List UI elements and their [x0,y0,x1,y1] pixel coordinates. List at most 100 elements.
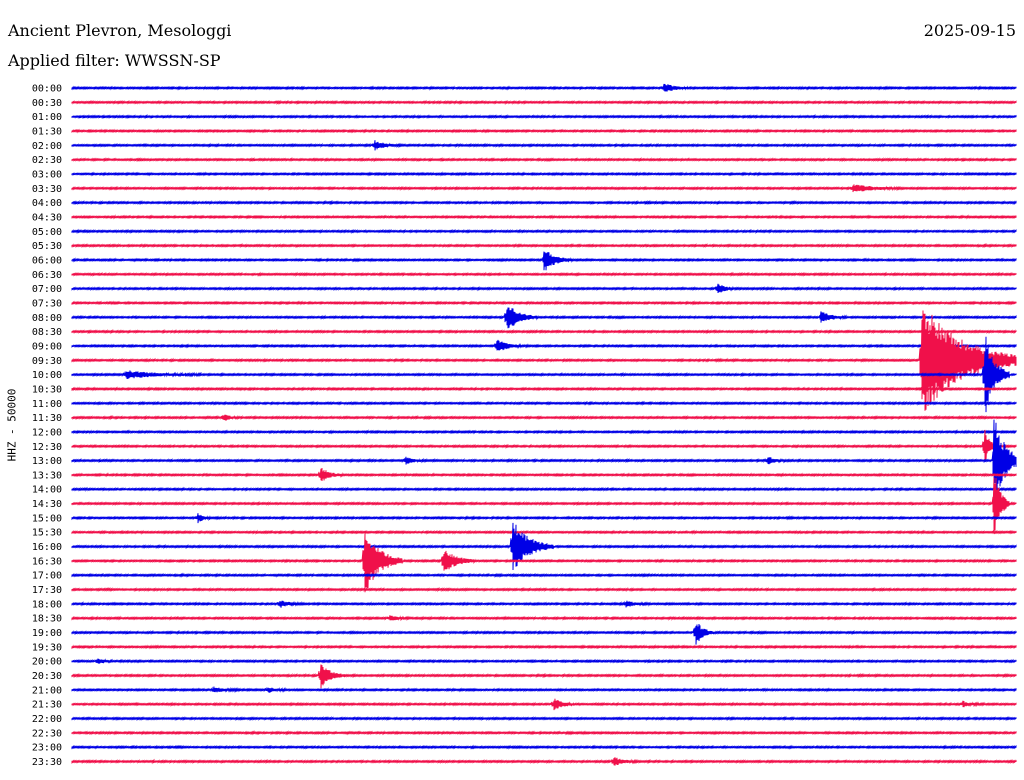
trace-row-1930 [71,644,1017,650]
trace-row-2000 [71,658,1017,664]
trace-row-2300 [71,744,1017,750]
trace-row-0030 [71,99,1017,105]
trace-row-1630 [71,533,1017,593]
trace-row-0330 [71,184,1017,193]
trace-row-1230 [71,429,1017,461]
row-time-label: 09:00 [32,341,62,352]
row-time-label: 23:30 [32,757,62,768]
trace-row-1330 [71,467,1017,481]
trace-row-0600 [71,251,1017,271]
trace-row-1100 [71,400,1017,406]
row-time-label: 21:30 [32,700,62,711]
row-time-label: 11:30 [32,413,62,424]
trace-row-2130 [71,698,1017,711]
row-time-label: 04:00 [32,198,62,209]
row-time-label: 00:00 [32,84,62,95]
row-time-label: 22:30 [32,728,62,739]
row-time-label: 07:00 [32,284,62,295]
row-time-label: 20:00 [32,657,62,668]
row-time-label: 18:30 [32,614,62,625]
row-time-label: 18:00 [32,599,62,610]
trace-row-1000 [71,336,1017,413]
row-time-label: 16:30 [32,556,62,567]
row-time-label: 21:00 [32,685,62,696]
trace-row-1200 [71,429,1017,435]
trace-row-1030 [71,386,1017,392]
trace-row-0430 [71,214,1017,220]
row-time-label: 04:30 [32,212,62,223]
row-time-label: 00:30 [32,98,62,109]
trace-row-1730 [71,586,1017,593]
trace-row-0630 [71,271,1017,278]
row-time-label: 06:30 [32,270,62,281]
trace-row-1300 [71,419,1017,493]
filter-label: Applied filter: WWSSN-SP [8,51,221,70]
trace-row-1500 [71,513,1017,524]
trace-row-0730 [71,300,1017,306]
trace-row-2030 [71,664,1017,689]
row-time-label: 08:30 [32,327,62,338]
trace-row-2100 [71,686,1017,693]
row-time-label: 08:00 [32,313,62,324]
trace-row-0530 [71,242,1017,249]
trace-row-2330 [71,757,1017,766]
row-time-label: 19:00 [32,628,62,639]
trace-row-1600 [71,522,1017,571]
trace-row-1430 [71,477,1017,534]
row-time-label: 14:00 [32,485,62,496]
row-time-label: 10:00 [32,370,62,381]
row-time-label: 17:30 [32,585,62,596]
row-time-label: 01:00 [32,112,62,123]
row-time-label: 15:30 [32,528,62,539]
trace-row-1900 [71,623,1017,645]
row-time-label: 07:30 [32,298,62,309]
row-time-label: 16:00 [32,542,62,553]
trace-row-0400 [71,199,1017,206]
trace-row-0800 [71,307,1017,329]
row-time-label: 06:00 [32,255,62,266]
trace-row-0500 [71,228,1017,234]
trace-row-1700 [71,572,1017,578]
row-time-label: 03:30 [32,184,62,195]
date-label: 2025-09-15 [923,21,1016,40]
trace-row-0230 [71,157,1017,163]
row-time-label: 10:30 [32,384,62,395]
row-time-label: 15:00 [32,513,62,524]
row-time-label: 13:30 [32,470,62,481]
trace-row-1830 [71,615,1017,622]
row-time-label: 01:30 [32,126,62,137]
row-time-label: 02:30 [32,155,62,166]
trace-row-0100 [71,113,1017,120]
row-time-label: 12:30 [32,442,62,453]
row-time-label: 02:00 [32,141,62,152]
trace-row-0000 [71,83,1017,92]
trace-row-0830 [71,328,1017,335]
row-time-label: 05:00 [32,227,62,238]
row-time-label: 03:00 [32,169,62,180]
row-time-label: 11:00 [32,399,62,410]
row-time-label: 23:00 [32,743,62,754]
trace-row-0200 [71,140,1017,151]
station-title: Ancient Plevron, Mesologgi [8,21,232,40]
row-time-label: 13:00 [32,456,62,467]
trace-row-0130 [71,128,1017,134]
row-time-label: 05:30 [32,241,62,252]
trace-row-1130 [71,414,1017,421]
trace-row-0700 [71,283,1017,294]
trace-row-0900 [71,339,1017,351]
trace-row-1800 [71,600,1017,608]
row-time-label: 12:00 [32,427,62,438]
trace-row-0300 [71,171,1017,177]
trace-row-2200 [71,715,1017,722]
row-time-label: 22:00 [32,714,62,725]
trace-row-2230 [71,730,1017,736]
row-time-label: 17:00 [32,571,62,582]
row-time-label: 19:30 [32,642,62,653]
trace-row-1400 [71,486,1017,492]
row-time-label: 09:30 [32,356,62,367]
trace-row-1530 [71,529,1017,535]
row-time-label: 14:30 [32,499,62,510]
row-time-label: 20:30 [32,671,62,682]
trace-row-0930 [71,310,1017,411]
